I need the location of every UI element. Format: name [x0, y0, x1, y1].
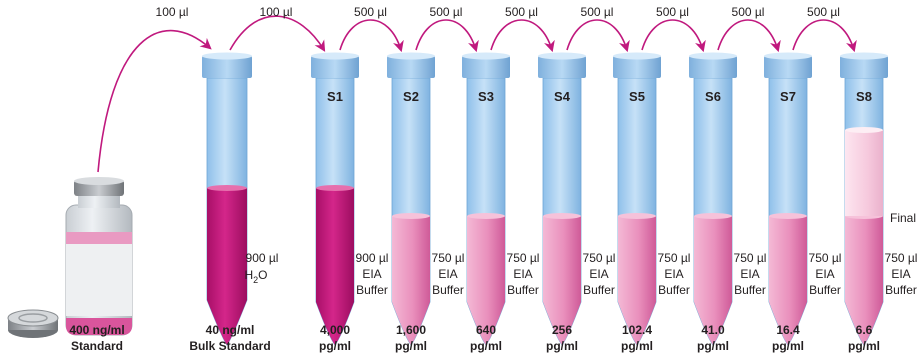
tube-concentration-unit: pg/ml	[772, 339, 804, 353]
transfer-arrow	[717, 19, 781, 53]
transfer-arrow	[792, 19, 857, 53]
vial-cap-icon	[7, 309, 59, 338]
buffer-volume-label: 750 µl	[432, 251, 465, 265]
tube-s5-icon	[613, 52, 661, 346]
vial-concentration: 400 ng/ml	[69, 323, 124, 337]
transfer-arrow	[566, 19, 630, 53]
bulk-standard-tube-icon	[202, 52, 252, 346]
bulk-volume-label: 900 µl	[246, 251, 279, 265]
tube-concentration-value: 640	[476, 323, 496, 337]
tube-concentration-unit: pg/ml	[621, 339, 653, 353]
tube-concentration-value: 1,600	[396, 323, 426, 337]
transfer-arrow	[415, 19, 479, 53]
tube-s4-icon	[538, 52, 586, 346]
buffer-volume-label: Buffer	[507, 283, 539, 297]
tube-s7-icon	[764, 52, 812, 346]
buffer-volume-label: Buffer	[809, 283, 841, 297]
transfer-volume-label: 500 µl	[505, 5, 538, 19]
tube-concentration-unit: pg/ml	[697, 339, 729, 353]
transfer-volume-label: 500 µl	[807, 5, 840, 19]
bulk-concentration: 40 ng/ml	[206, 323, 255, 337]
tube-name-label: S4	[554, 89, 571, 104]
buffer-volume-label: EIA	[589, 267, 608, 281]
buffer-volume-label: 750 µl	[809, 251, 842, 265]
buffer-volume-label: 750 µl	[658, 251, 691, 265]
transfer-arrow	[641, 19, 706, 53]
buffer-volume-label: 750 µl	[507, 251, 540, 265]
tube-concentration-value: 102.4	[622, 323, 652, 337]
transfer-arrow	[339, 19, 404, 53]
bulk-label: Bulk Standard	[189, 339, 270, 353]
buffer-volume-label: 750 µl	[885, 251, 918, 265]
tube-concentration-unit: pg/ml	[546, 339, 578, 353]
buffer-volume-label: EIA	[740, 267, 759, 281]
buffer-volume-label: EIA	[664, 267, 683, 281]
tube-name-label: S5	[629, 89, 645, 104]
transfer-volume-label: 500 µl	[656, 5, 689, 19]
buffer-volume-label: EIA	[891, 267, 910, 281]
transfer-volume-label: 100 µl	[260, 5, 293, 19]
standard-vial-icon	[65, 177, 133, 336]
bulk-solvent-label: H2O	[244, 268, 267, 285]
transfer-volume-label: 500 µl	[430, 5, 463, 19]
tube-concentration-unit: pg/ml	[319, 339, 351, 353]
tube-concentration-unit: pg/ml	[470, 339, 502, 353]
tube-s3-icon	[462, 52, 510, 346]
buffer-volume-label: Buffer	[885, 283, 917, 297]
transfer-arrow	[97, 29, 212, 173]
buffer-volume-label: Buffer	[583, 283, 615, 297]
buffer-volume-label: Buffer	[356, 283, 388, 297]
tube-name-label: S7	[780, 89, 796, 104]
final-label: Final	[890, 211, 916, 225]
buffer-volume-label: Buffer	[658, 283, 690, 297]
buffer-volume-label: 750 µl	[734, 251, 767, 265]
transfer-volume-label: 500 µl	[732, 5, 765, 19]
tube-name-label: S3	[478, 89, 494, 104]
tube-concentration-value: 256	[552, 323, 572, 337]
tube-concentration-unit: pg/ml	[848, 339, 880, 353]
tube-concentration-unit: pg/ml	[395, 339, 427, 353]
tube-concentration-value: 6.6	[856, 323, 873, 337]
tube-s1-icon	[311, 52, 359, 346]
transfer-arrow	[490, 19, 555, 53]
buffer-volume-label: 900 µl	[356, 251, 389, 265]
buffer-volume-label: Buffer	[432, 283, 464, 297]
transfer-volume-label: 100 µl	[156, 5, 189, 19]
tube-name-label: S1	[327, 89, 343, 104]
tube-s8-icon	[840, 52, 888, 346]
buffer-volume-label: EIA	[815, 267, 834, 281]
transfer-volume-label: 500 µl	[581, 5, 614, 19]
tube-name-label: S2	[403, 89, 419, 104]
buffer-volume-label: EIA	[513, 267, 532, 281]
tube-concentration-value: 41.0	[701, 323, 725, 337]
tube-concentration-value: 4,000	[320, 323, 350, 337]
buffer-volume-label: Buffer	[734, 283, 766, 297]
tube-concentration-value: 16.4	[776, 323, 800, 337]
buffer-volume-label: 750 µl	[583, 251, 616, 265]
tube-name-label: S8	[856, 89, 872, 104]
tube-name-label: S6	[705, 89, 721, 104]
buffer-volume-label: EIA	[362, 267, 381, 281]
tube-s6-icon	[689, 52, 737, 346]
tube-s2-icon	[387, 52, 435, 346]
buffer-volume-label: EIA	[438, 267, 457, 281]
transfer-volume-label: 500 µl	[354, 5, 387, 19]
vial-label: Standard	[71, 339, 123, 353]
transfer-arrow	[229, 15, 326, 52]
